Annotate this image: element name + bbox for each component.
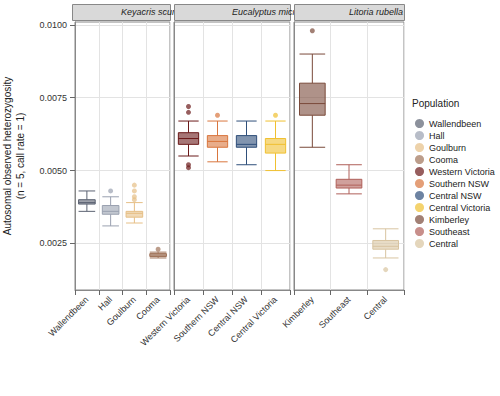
svg-text:Litoria rubella: Litoria rubella [349, 7, 403, 17]
svg-text:(n = 5, call rate = 1): (n = 5, call rate = 1) [15, 113, 26, 200]
svg-text:0.0075: 0.0075 [39, 93, 67, 103]
svg-text:0.0100: 0.0100 [39, 20, 67, 30]
svg-text:Central: Central [429, 239, 458, 249]
svg-text:Autosomal observed heterozygos: Autosomal observed heterozygosity [2, 77, 13, 235]
svg-text:Goulburn: Goulburn [105, 294, 138, 327]
svg-text:Population: Population [412, 98, 459, 109]
svg-text:Wallendbeen: Wallendbeen [46, 294, 90, 338]
svg-text:Goulburn: Goulburn [429, 143, 466, 153]
svg-text:Central NSW: Central NSW [429, 191, 482, 201]
svg-text:Central: Central [362, 294, 390, 322]
svg-text:Central NSW: Central NSW [205, 294, 250, 339]
svg-text:Kimberley: Kimberley [281, 294, 317, 330]
svg-text:Western Victoria: Western Victoria [139, 294, 192, 347]
svg-text:Southeast: Southeast [429, 227, 470, 237]
svg-text:Kimberley: Kimberley [429, 215, 470, 225]
svg-text:Wallendbeen: Wallendbeen [429, 119, 481, 129]
svg-text:Southeast: Southeast [317, 294, 353, 330]
svg-text:Central Victoria: Central Victoria [429, 203, 490, 213]
svg-text:Central Victoria: Central Victoria [229, 294, 279, 344]
svg-text:0.0050: 0.0050 [39, 166, 67, 176]
svg-text:Hall: Hall [429, 131, 445, 141]
svg-text:Hall: Hall [96, 294, 114, 312]
svg-text:Keyacris scurra: Keyacris scurra [121, 7, 183, 17]
svg-text:0.0025: 0.0025 [39, 238, 67, 248]
svg-text:Cooma: Cooma [134, 294, 162, 322]
svg-text:Cooma: Cooma [429, 155, 458, 165]
svg-text:Southern NSW: Southern NSW [171, 294, 221, 344]
svg-text:Eucalyptus microcarpa: Eucalyptus microcarpa [232, 6, 323, 17]
svg-text:Southern NSW: Southern NSW [429, 179, 490, 189]
svg-text:Western Victoria: Western Victoria [429, 167, 495, 177]
